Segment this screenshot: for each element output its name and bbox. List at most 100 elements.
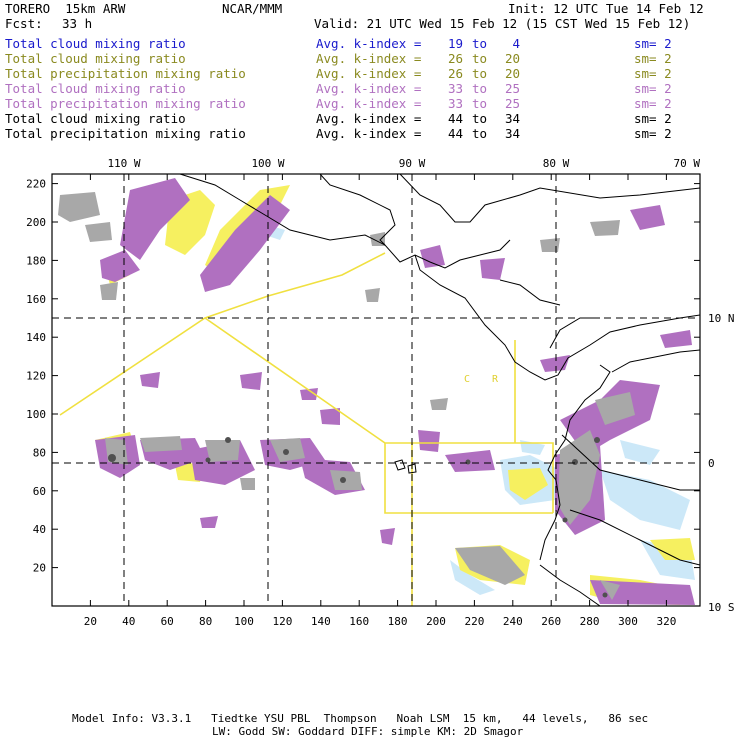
lon-label: 110 W: [107, 157, 140, 170]
y-tick-label: 200: [26, 216, 46, 229]
field-k-label: Avg. k-index =: [316, 81, 422, 96]
x-tick-label: 20: [84, 615, 97, 628]
field-to: to: [472, 51, 488, 66]
field-k-from: 44: [447, 126, 463, 141]
field-name: Total cloud mixing ratio: [5, 111, 186, 126]
footer-model-info: Model Info: V3.3.1 Tiedtke YSU PBL Thomp…: [72, 712, 649, 725]
field-k-from: 33: [447, 96, 463, 111]
field-to: to: [472, 111, 488, 126]
field-k-label: Avg. k-index =: [316, 51, 422, 66]
x-tick-label: 120: [272, 615, 292, 628]
lat-label: 0: [708, 457, 715, 470]
field-k-label: Avg. k-index =: [316, 66, 422, 81]
lat-label: 10 N: [708, 312, 735, 325]
x-tick-labels: 20 40 60 80 100 120 140 160 180 200 220 240 260 280 30…: [84, 615, 677, 628]
field-k-from: 19: [447, 36, 463, 51]
valid-time: Valid: 21 UTC Wed 15 Feb 12 (15 CST Wed …: [314, 16, 691, 31]
field-name: Total precipitation mixing ratio: [5, 96, 246, 111]
field-k-to: 34: [504, 111, 520, 126]
field-k-label: Avg. k-index =: [316, 36, 422, 51]
field-k-from: 44: [447, 111, 463, 126]
x-tick-label: 300: [618, 615, 638, 628]
field-k-to: 34: [504, 126, 520, 141]
field-name: Total cloud mixing ratio: [5, 81, 186, 96]
x-tick-label: 280: [580, 615, 600, 628]
cloud-gray-areas: [58, 192, 635, 600]
fcst-label: Fcst:: [5, 16, 43, 31]
model-title: TORERO 15km ARW: [5, 1, 126, 16]
x-tick-label: 320: [656, 615, 676, 628]
y-tick-label: 120: [26, 370, 46, 383]
y-tick-label: 140: [26, 331, 46, 344]
x-tick-label: 200: [426, 615, 446, 628]
field-name: Total cloud mixing ratio: [5, 51, 186, 66]
field-name: Total precipitation mixing ratio: [5, 126, 246, 141]
field-sm: sm= 2: [634, 66, 672, 81]
field-k-label: Avg. k-index =: [316, 96, 422, 111]
x-tick-label: 140: [311, 615, 331, 628]
lon-label: 70 W: [674, 157, 701, 170]
y-tick-label: 80: [33, 446, 46, 459]
field-k-label: Avg. k-index =: [316, 126, 422, 141]
field-name: Total cloud mixing ratio: [5, 36, 186, 51]
x-tick-label: 60: [161, 615, 174, 628]
field-name: Total precipitation mixing ratio: [5, 66, 246, 81]
field-k-to: 25: [504, 81, 520, 96]
y-tick-label: 60: [33, 485, 46, 498]
y-tick-labels: 20 40 60 80 100 120 140 160 180 200 220: [26, 178, 46, 575]
lat-label: 10 S: [708, 601, 735, 614]
field-sm: sm= 2: [634, 36, 672, 51]
x-tick-label: 80: [199, 615, 212, 628]
field-sm: sm= 2: [634, 111, 672, 126]
y-tick-marks: [52, 183, 700, 569]
x-tick-label: 100: [234, 615, 254, 628]
x-tick-label: 220: [464, 615, 484, 628]
y-tick-label: 40: [33, 523, 46, 536]
lon-label: 80 W: [543, 157, 570, 170]
x-tick-label: 40: [122, 615, 135, 628]
domain-letter-r: R: [492, 374, 499, 385]
field-to: to: [472, 81, 488, 96]
x-tick-label: 160: [349, 615, 369, 628]
field-k-from: 33: [447, 81, 463, 96]
init-time: Init: 12 UTC Tue 14 Feb 12: [508, 1, 704, 16]
field-k-to: 25: [504, 96, 520, 111]
field-to: to: [472, 66, 488, 81]
y-tick-label: 180: [26, 254, 46, 267]
field-k-to: 20: [504, 66, 520, 81]
field-sm: sm= 2: [634, 96, 672, 111]
field-k-label: Avg. k-index =: [316, 111, 422, 126]
lon-label: 100 W: [251, 157, 284, 170]
field-to: to: [472, 96, 488, 111]
field-k-to: 20: [504, 51, 520, 66]
x-tick-marks: [89, 174, 667, 606]
y-tick-label: 20: [33, 562, 46, 575]
field-k-to: 4: [512, 36, 520, 51]
field-to: to: [472, 36, 488, 51]
x-tick-label: 260: [541, 615, 561, 628]
field-k-from: 26: [447, 66, 463, 81]
y-tick-label: 160: [26, 293, 46, 306]
field-to: to: [472, 126, 488, 141]
lon-labels: 110 W 100 W 90 W 80 W 70 W: [107, 157, 700, 170]
fcst-value: 33 h: [62, 16, 93, 31]
y-tick-label: 220: [26, 178, 46, 191]
map-frame: [51, 173, 701, 607]
field-sm: sm= 2: [634, 81, 672, 96]
field-layer: [58, 174, 700, 606]
x-tick-label: 240: [503, 615, 523, 628]
y-tick-label: 100: [26, 408, 46, 421]
cloud-dark-cores: [108, 437, 608, 598]
field-sm: sm= 2: [634, 126, 672, 141]
x-tick-label: 180: [388, 615, 408, 628]
coastlines: [179, 174, 700, 606]
field-k-from: 26: [447, 51, 463, 66]
field-sm: sm= 2: [634, 51, 672, 66]
org-label: NCAR/MMM: [222, 1, 283, 16]
domain-letter-c: C: [464, 374, 470, 385]
lat-labels: 10 N 0 10 S: [708, 312, 735, 614]
footer-physics: LW: Godd SW: Goddard DIFF: simple KM: 2D…: [212, 725, 524, 738]
graticule: [52, 174, 700, 606]
lon-label: 90 W: [399, 157, 426, 170]
